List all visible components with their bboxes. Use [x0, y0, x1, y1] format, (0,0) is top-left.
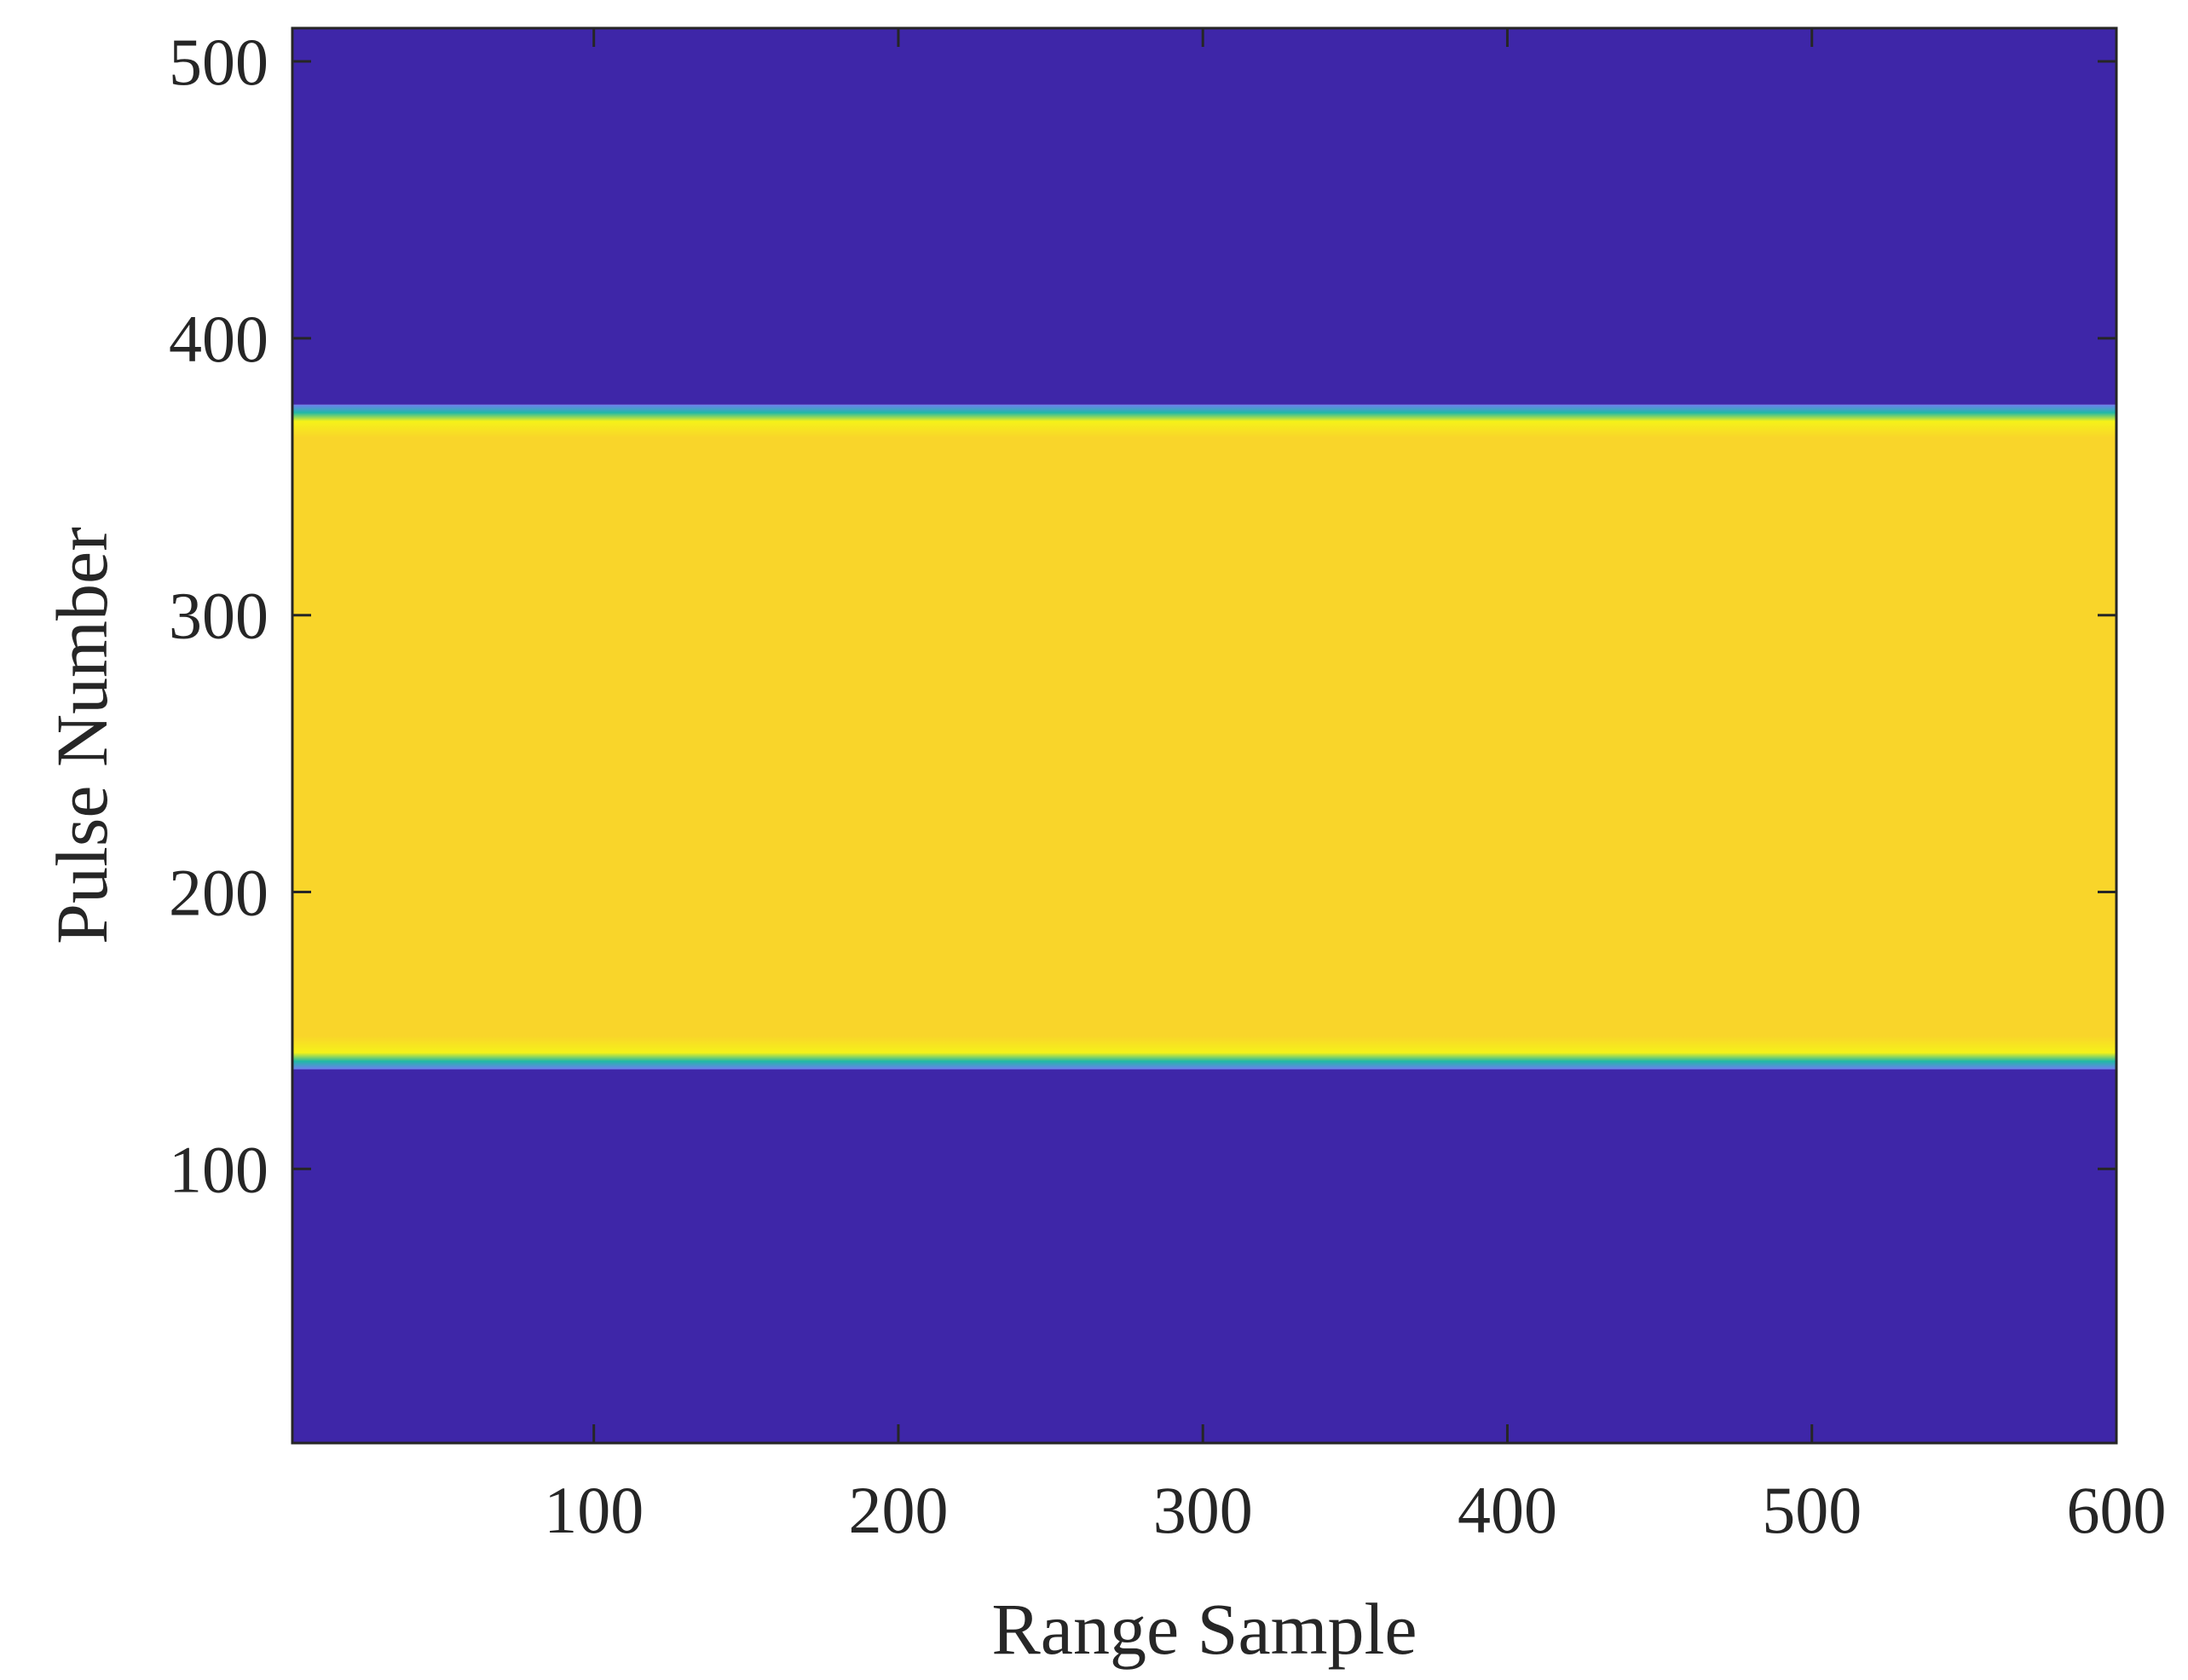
x-tick-label: 300 — [1153, 1473, 1253, 1547]
y-tick-label: 300 — [169, 579, 268, 653]
x-tick-label: 100 — [544, 1473, 644, 1547]
heatmap-band-low-0 — [292, 1069, 2116, 1443]
y-tick-label: 500 — [169, 25, 268, 99]
x-tick-label: 200 — [848, 1473, 948, 1547]
heatmap-image — [292, 28, 2116, 1443]
y-axis-label: Pulse Number — [41, 527, 123, 944]
x-tick-label: 500 — [1762, 1473, 1862, 1547]
y-tick-label: 100 — [169, 1132, 268, 1206]
x-tick-label: 600 — [2067, 1473, 2167, 1547]
x-axis: 100 200 300 400 500 600 — [544, 28, 2167, 1547]
plot-frame — [291, 26, 2118, 1445]
y-axis: 100 200 300 400 500 — [169, 25, 2116, 1206]
x-tick-label: 400 — [1458, 1473, 1557, 1547]
y-tick-label: 400 — [169, 302, 268, 376]
x-axis-label: Range Sample — [991, 1588, 1417, 1670]
y-tick-label: 200 — [169, 856, 268, 930]
heatmap-band-low-2 — [292, 28, 2116, 405]
heatmap-band-high-1 — [292, 404, 2116, 1070]
